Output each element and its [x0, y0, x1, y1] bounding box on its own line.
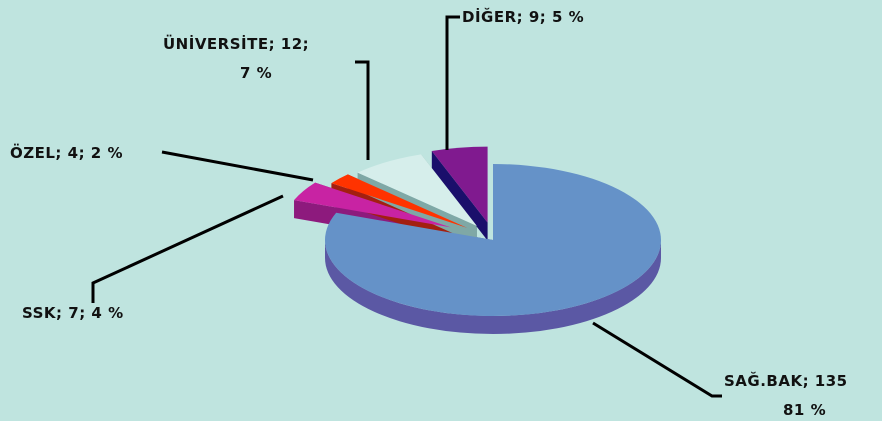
slice-dier — [431, 146, 488, 223]
leader-line-ssk — [91, 194, 284, 303]
data-labels: DİĞER; 9; 5 % ÜNİVERSİTE; 12; 7 % ÖZEL; … — [10, 7, 848, 419]
label-universite-line2: 7 % — [240, 64, 272, 82]
slice-sabak — [324, 164, 661, 316]
label-ozel: ÖZEL; 4; 2 % — [10, 143, 123, 162]
slice-ssk — [294, 182, 451, 228]
label-diger: DİĞER; 9; 5 % — [462, 7, 584, 26]
label-saglik-line2: 81 % — [783, 401, 826, 419]
leader-line-ozel — [161, 150, 314, 182]
slices-layer — [294, 146, 661, 334]
leader-line-saglik — [592, 321, 722, 398]
label-ssk: SSK; 7; 4 % — [22, 304, 124, 322]
leader-lines — [91, 15, 722, 398]
leader-line-diger — [445, 15, 460, 150]
slice-niversite — [357, 154, 477, 227]
leader-line-universite — [355, 60, 370, 160]
label-universite-line1: ÜNİVERSİTE; 12; — [163, 34, 309, 53]
label-saglik-line1: SAĞ.BAK; 135 — [724, 371, 848, 390]
slice-side-sabak — [325, 240, 661, 334]
slice-wall-dier-0 — [431, 150, 488, 241]
slice-zel — [331, 174, 468, 228]
